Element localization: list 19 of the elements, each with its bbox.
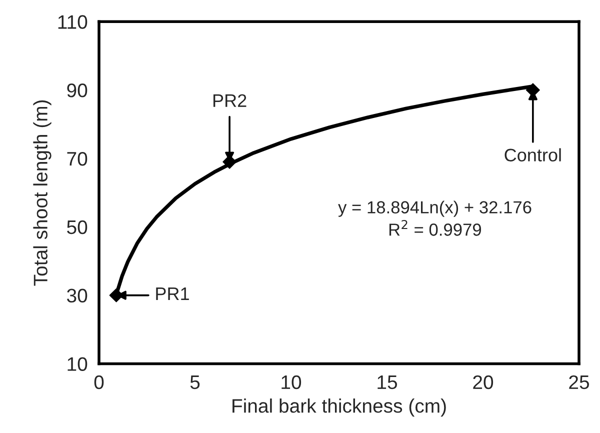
annotation: Control: [504, 148, 561, 162]
annotation: y = 18.894Ln(x) + 32.176 R$^{2}$ = 0.9979: [338, 200, 532, 236]
x-tick-label: 25: [569, 375, 589, 390]
annotation: PR2: [213, 94, 246, 107]
x-tick-label: 0: [94, 375, 104, 390]
y-axis-title: Total shoot length (m): [33, 100, 52, 286]
y-tick-label: 10: [68, 357, 88, 371]
y-tick-label: 90: [67, 84, 88, 98]
y-tick-label: 50: [67, 220, 88, 234]
annotation: PR1: [156, 288, 189, 300]
x-axis-title: Final bark thickness (cm): [232, 398, 446, 417]
y-tick-label: 70: [67, 152, 88, 166]
x-tick-label: 20: [473, 375, 494, 390]
x-tick-label: 10: [282, 375, 302, 390]
y-tick-label: 30: [67, 288, 88, 303]
x-tick-label: 15: [378, 376, 397, 390]
y-tick-label: 110: [58, 15, 88, 29]
x-tick-label: 5: [190, 376, 200, 390]
point: [109, 288, 124, 302]
